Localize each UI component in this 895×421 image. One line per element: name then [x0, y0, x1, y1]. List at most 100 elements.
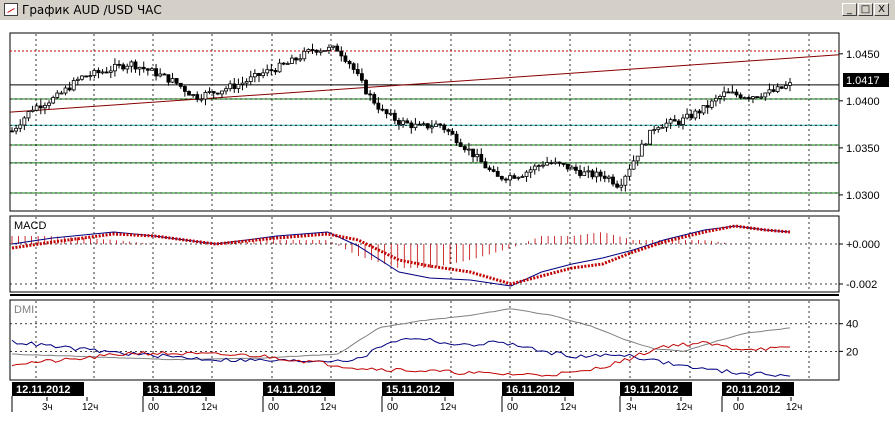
candle-body: [47, 102, 51, 106]
candle-body: [590, 170, 595, 178]
candle-body: [285, 63, 290, 65]
candle-body: [565, 163, 570, 170]
candle-body: [232, 83, 237, 89]
candle-body: [236, 84, 241, 89]
candle-body: [88, 75, 93, 77]
candle-body: [742, 97, 747, 99]
candle-body: [730, 91, 735, 94]
candle-body: [487, 167, 492, 171]
candle-body: [51, 97, 56, 104]
candle-body: [273, 70, 278, 73]
candle-body: [30, 109, 35, 112]
price-ytick-label: 1.0300: [846, 190, 880, 202]
candle-body: [368, 93, 373, 96]
chart-canvas[interactable]: 1.0450 1.0400 1.0350 1.0300 1.0417 MACD +0.…: [0, 20, 895, 421]
macd-panel-frame: [9, 215, 840, 293]
candle-body: [615, 183, 620, 188]
candle-body: [458, 142, 463, 147]
candle-body: [376, 102, 381, 110]
candle-body: [635, 155, 640, 162]
candle-body: [479, 153, 484, 163]
candle-body: [594, 171, 599, 178]
candle-body: [668, 119, 673, 124]
maximize-button[interactable]: □: [858, 3, 873, 16]
candle-body: [150, 68, 154, 71]
candle-body: [121, 64, 126, 70]
candle-body: [203, 92, 208, 100]
candle-body: [244, 81, 249, 84]
dmi-ytick-label: 40: [846, 319, 858, 331]
hour-tick-label: 00: [507, 402, 519, 413]
candle-body: [191, 94, 196, 96]
candle-body: [351, 63, 356, 70]
trend-line: [9, 54, 840, 113]
candle-body: [302, 50, 307, 60]
date-tag-bg: [382, 382, 454, 396]
candle-body: [129, 61, 134, 67]
candle-body: [80, 75, 84, 80]
candle-body: [709, 100, 714, 108]
candle-body: [681, 117, 685, 125]
candle-body: [182, 86, 187, 92]
candle-body: [405, 120, 410, 124]
date-tag-label: 12.11.2012: [16, 384, 70, 396]
candle-body: [771, 89, 776, 92]
x-axis-hours: 3ч 12ч 00 12ч 00 12ч 00 12ч 00 12ч 3ч 12ч 00 12ч: [42, 397, 802, 413]
candle-body: [162, 73, 167, 76]
candle-body: [722, 91, 727, 97]
candle-body: [228, 83, 233, 90]
candle-body: [347, 60, 352, 65]
candle-body: [574, 166, 578, 171]
candle-body: [450, 130, 455, 135]
dmi-lines: [11, 308, 791, 377]
candle-body: [220, 90, 224, 95]
chart-svg[interactable]: 1.0450 1.0400 1.0350 1.0300 1.0417 MACD +0.…: [0, 20, 895, 421]
candle-body: [475, 153, 480, 158]
candle-body: [561, 163, 566, 165]
candle-body: [252, 73, 257, 78]
candle-body: [672, 119, 677, 122]
candle-body: [783, 85, 788, 89]
candle-body: [619, 184, 624, 188]
candle-body: [43, 105, 47, 109]
candle-body: [388, 112, 393, 115]
candle-body: [113, 63, 117, 72]
hour-tick-label: 00: [733, 402, 745, 413]
date-tag-label: 14.11.2012: [267, 384, 321, 396]
macd-ytick-label: -0.002: [846, 279, 877, 291]
candle-body: [306, 49, 311, 52]
candle-body: [697, 110, 702, 114]
hour-tick-label: 12ч: [440, 402, 456, 413]
minimize-button[interactable]: _: [842, 3, 857, 16]
candle-body: [779, 86, 784, 89]
candle-body: [767, 89, 772, 94]
price-ytick-label: 1.0350: [846, 143, 880, 155]
macd-ytick-label: +0.000: [846, 239, 880, 251]
candle-body: [290, 57, 294, 64]
candle-body: [331, 45, 335, 48]
candle-body: [705, 105, 710, 108]
candle-body: [281, 62, 286, 65]
candle-body: [261, 72, 266, 77]
hour-tick-label: 00: [148, 402, 160, 413]
candle-body: [483, 161, 488, 169]
candle-body: [532, 165, 537, 171]
candle-body: [648, 129, 652, 145]
candle-body: [598, 171, 603, 177]
candle-body: [96, 69, 101, 74]
candle-body: [726, 91, 731, 94]
close-button[interactable]: X: [874, 3, 889, 16]
candle-body: [174, 78, 179, 84]
price-panel-frame: [9, 32, 840, 212]
candle-body: [67, 87, 72, 91]
date-tag-label: 13.11.2012: [147, 384, 201, 396]
dmi-ytick-label: 20: [846, 346, 858, 358]
candle-body: [660, 126, 665, 129]
candle-body: [92, 69, 97, 76]
candle-body: [606, 176, 611, 179]
candle-body: [14, 127, 19, 132]
candle-body: [467, 148, 471, 151]
candle-body: [759, 96, 764, 99]
candle-body: [623, 175, 628, 186]
candle-body: [569, 166, 574, 170]
